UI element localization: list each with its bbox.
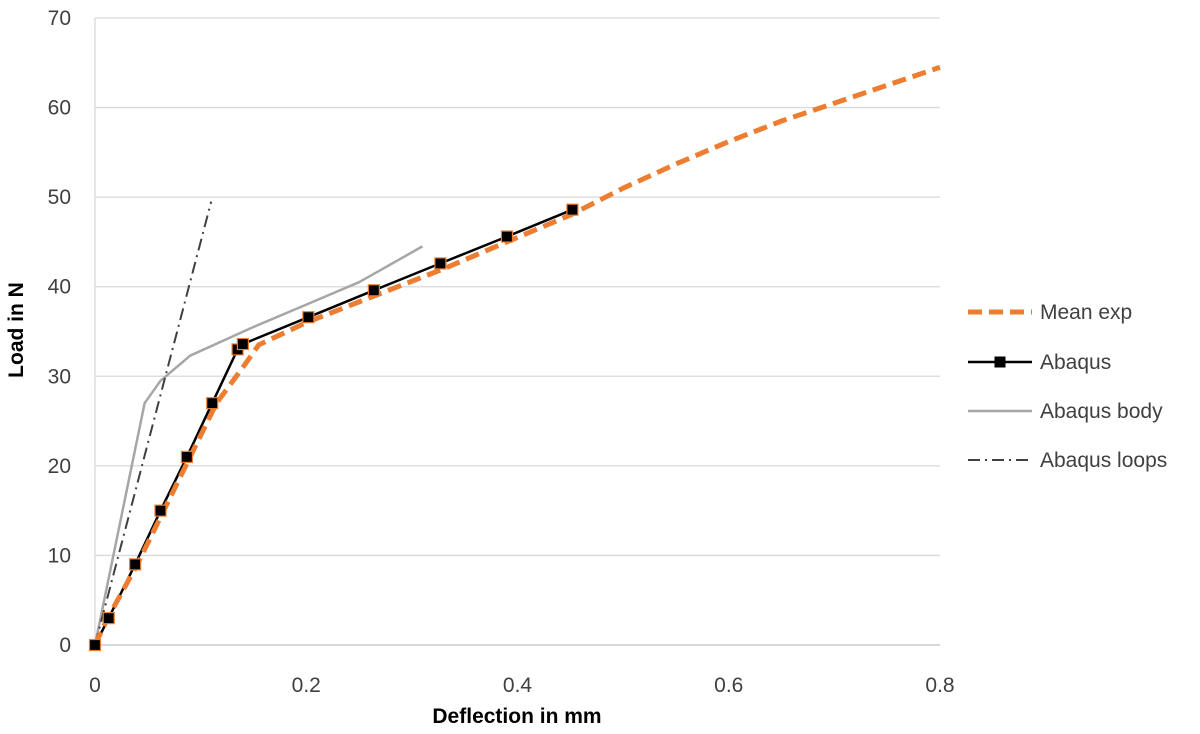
y-tick-label: 50 <box>48 186 71 209</box>
abaqus-marker-0 <box>88 638 102 652</box>
y-tick-label: 0 <box>59 634 71 657</box>
series-line-2 <box>93 245 424 646</box>
y-axis-title: Load in N <box>5 282 28 378</box>
abaqus-marker-10 <box>434 257 447 270</box>
x-tick-label: 0.6 <box>714 674 743 697</box>
x-axis-ticks: 0 0.2 0.4 0.6 0.8 <box>89 674 954 697</box>
y-tick-label: 70 <box>48 7 71 30</box>
y-tick-label: 10 <box>48 544 71 567</box>
x-tick-label: 0.2 <box>292 674 321 697</box>
abaqus-marker-7 <box>236 337 249 351</box>
legend-label-1: Abaqus <box>1040 351 1111 374</box>
series-line-3 <box>94 201 213 646</box>
series-line-1 <box>93 208 573 646</box>
legend: Mean exp Abaqus Abaqus body Abaqus loops <box>968 301 1167 472</box>
y-tick-label: 30 <box>48 365 71 388</box>
x-tick-label: 0.4 <box>503 674 533 697</box>
series-line-0 <box>92 64 941 647</box>
grid-lines <box>94 17 940 646</box>
abaqus-marker-2 <box>129 558 142 571</box>
y-tick-label: 60 <box>48 97 71 120</box>
x-tick-label: 0 <box>89 674 101 697</box>
abaqus-marker-1 <box>102 612 115 625</box>
legend-marker-1 <box>994 356 1006 368</box>
y-axis-ticks: 0 10 20 30 40 50 60 70 <box>48 7 71 657</box>
legend-label-2: Abaqus body <box>1040 400 1163 423</box>
y-tick-label: 20 <box>48 455 71 478</box>
abaqus-marker-4 <box>180 450 193 463</box>
y-tick-label: 40 <box>48 276 71 299</box>
abaqus-marker-5 <box>206 397 219 410</box>
abaqus-marker-3 <box>154 504 167 517</box>
abaqus-marker-9 <box>367 284 380 297</box>
abaqus-marker-8 <box>302 311 315 324</box>
x-tick-label: 0.8 <box>925 674 954 697</box>
series-lines <box>88 64 941 652</box>
x-axis-title: Deflection in mm <box>432 705 601 728</box>
legend-label-3: Abaqus loops <box>1040 449 1167 472</box>
abaqus-marker-12 <box>566 203 579 216</box>
legend-label-0: Mean exp <box>1040 301 1132 324</box>
abaqus-marker-11 <box>500 230 514 243</box>
